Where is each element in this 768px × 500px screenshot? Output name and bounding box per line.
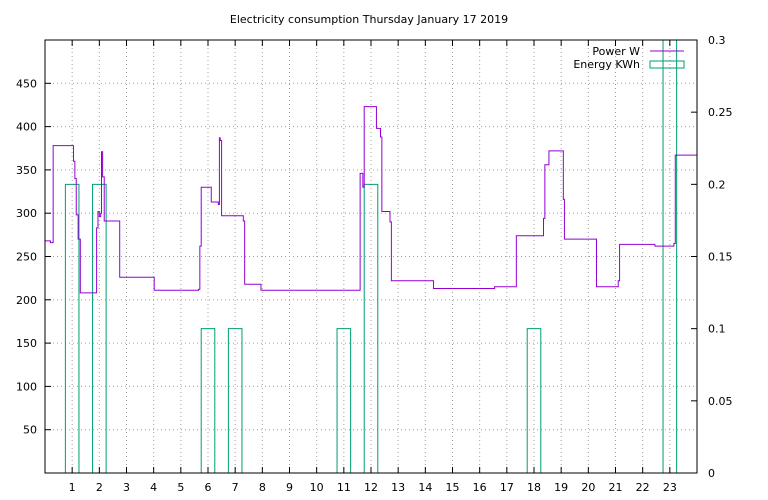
x-tick-label: 19 xyxy=(554,481,568,494)
energy-bar xyxy=(92,183,107,473)
x-tick-label: 14 xyxy=(418,481,432,494)
power-line xyxy=(45,106,697,294)
x-tick-label: 15 xyxy=(446,481,460,494)
y2-tick-label: 0.3 xyxy=(708,34,726,47)
energy-bar xyxy=(200,328,216,473)
y2-tick-label: 0.1 xyxy=(708,323,726,336)
x-tick-label: 12 xyxy=(364,481,378,494)
power-series xyxy=(45,106,697,294)
y-tick-label: 250 xyxy=(16,251,37,264)
x-tick-label: 7 xyxy=(232,481,239,494)
y-tick-label: 50 xyxy=(23,424,37,437)
x-tick-label: 2 xyxy=(96,481,103,494)
x-tick-label: 18 xyxy=(527,481,541,494)
energy-bar xyxy=(227,328,243,473)
y2-tick-label: 0.05 xyxy=(708,395,733,408)
energy-bar xyxy=(336,328,352,473)
energy-bar xyxy=(64,183,80,473)
axes: 1 2 3 4 5 6 7 8 9 10 11 12 13 14 15 16 17 18 19 20 21 22 23501… xyxy=(16,34,733,494)
x-tick-label: 9 xyxy=(286,481,293,494)
legend-power-label: Power W xyxy=(592,45,640,58)
legend-energy-swatch xyxy=(649,60,685,69)
x-tick-label: 11 xyxy=(337,481,351,494)
x-tick-label: 4 xyxy=(150,481,157,494)
y2-tick-label: 0.15 xyxy=(708,251,733,264)
x-tick-label: 1 xyxy=(69,481,76,494)
x-tick-label: 8 xyxy=(259,481,266,494)
legend: Power W Energy KWh xyxy=(573,45,685,71)
y2-tick-label: 0.2 xyxy=(708,178,726,191)
energy-bar xyxy=(526,328,542,473)
x-tick-label: 17 xyxy=(500,481,514,494)
energy-bar xyxy=(363,183,379,473)
chart-title: Electricity consumption Thursday January… xyxy=(230,13,508,26)
y-tick-label: 450 xyxy=(16,77,37,90)
y2-tick-label: 0.25 xyxy=(708,106,733,119)
x-tick-label: 13 xyxy=(391,481,405,494)
x-tick-label: 5 xyxy=(177,481,184,494)
x-tick-label: 21 xyxy=(609,481,623,494)
y-tick-label: 150 xyxy=(16,337,37,350)
x-tick-label: 20 xyxy=(581,481,595,494)
legend-energy-label: Energy KWh xyxy=(573,58,640,71)
x-tick-label: 6 xyxy=(205,481,212,494)
y-tick-label: 300 xyxy=(16,207,37,220)
y-tick-label: 400 xyxy=(16,121,37,134)
grid xyxy=(45,40,697,473)
y-tick-label: 100 xyxy=(16,380,37,393)
y2-tick-label: 0 xyxy=(708,467,715,480)
x-tick-label: 10 xyxy=(310,481,324,494)
x-tick-label: 22 xyxy=(636,481,650,494)
y-tick-label: 350 xyxy=(16,164,37,177)
x-tick-label: 3 xyxy=(123,481,130,494)
x-tick-label: 16 xyxy=(473,481,487,494)
x-tick-label: 23 xyxy=(663,481,677,494)
y-tick-label: 200 xyxy=(16,294,37,307)
